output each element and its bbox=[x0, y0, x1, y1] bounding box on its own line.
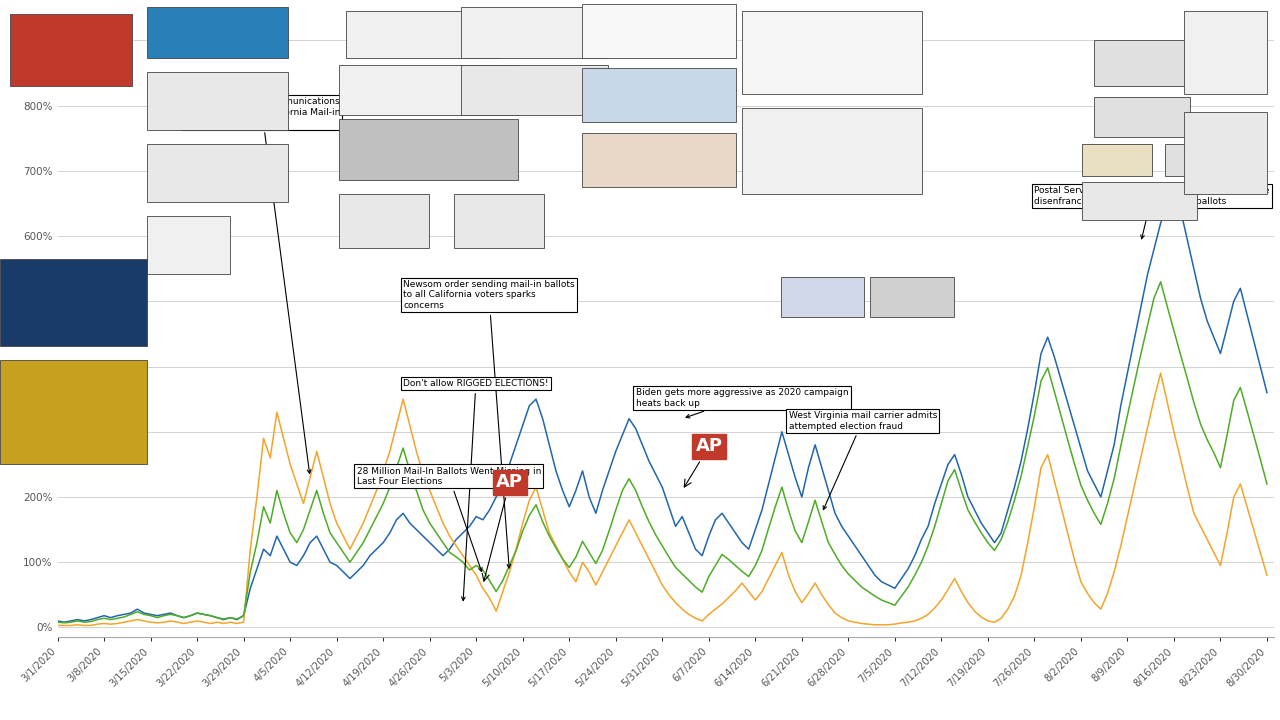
Text: 28 Million Mail-In Ballots Went Missing in
Last Four Elections: 28 Million Mail-In Ballots Went Missing … bbox=[357, 467, 541, 572]
Text: AP: AP bbox=[685, 437, 722, 487]
Text: Trump Campaign Communications
Director Explains California Mail-in
Ballot Fiasco: Trump Campaign Communications Director E… bbox=[184, 97, 340, 474]
Text: West Virginia mail carrier admits
attempted election fraud: West Virginia mail carrier admits attemp… bbox=[788, 411, 937, 510]
Text: Postal Service warns 46 states their voters could be
disenfranchised by delayed : Postal Service warns 46 states their vot… bbox=[1034, 186, 1270, 239]
Text: Newsom order sending mail-in ballots
to all California voters sparks
concerns: Newsom order sending mail-in ballots to … bbox=[403, 280, 575, 568]
Text: Don't allow RIGGED ELECTIONS!: Don't allow RIGGED ELECTIONS! bbox=[403, 379, 549, 600]
Text: Biden gets more aggressive as 2020 campaign
heats back up: Biden gets more aggressive as 2020 campa… bbox=[636, 388, 849, 418]
Text: AP: AP bbox=[483, 473, 524, 581]
